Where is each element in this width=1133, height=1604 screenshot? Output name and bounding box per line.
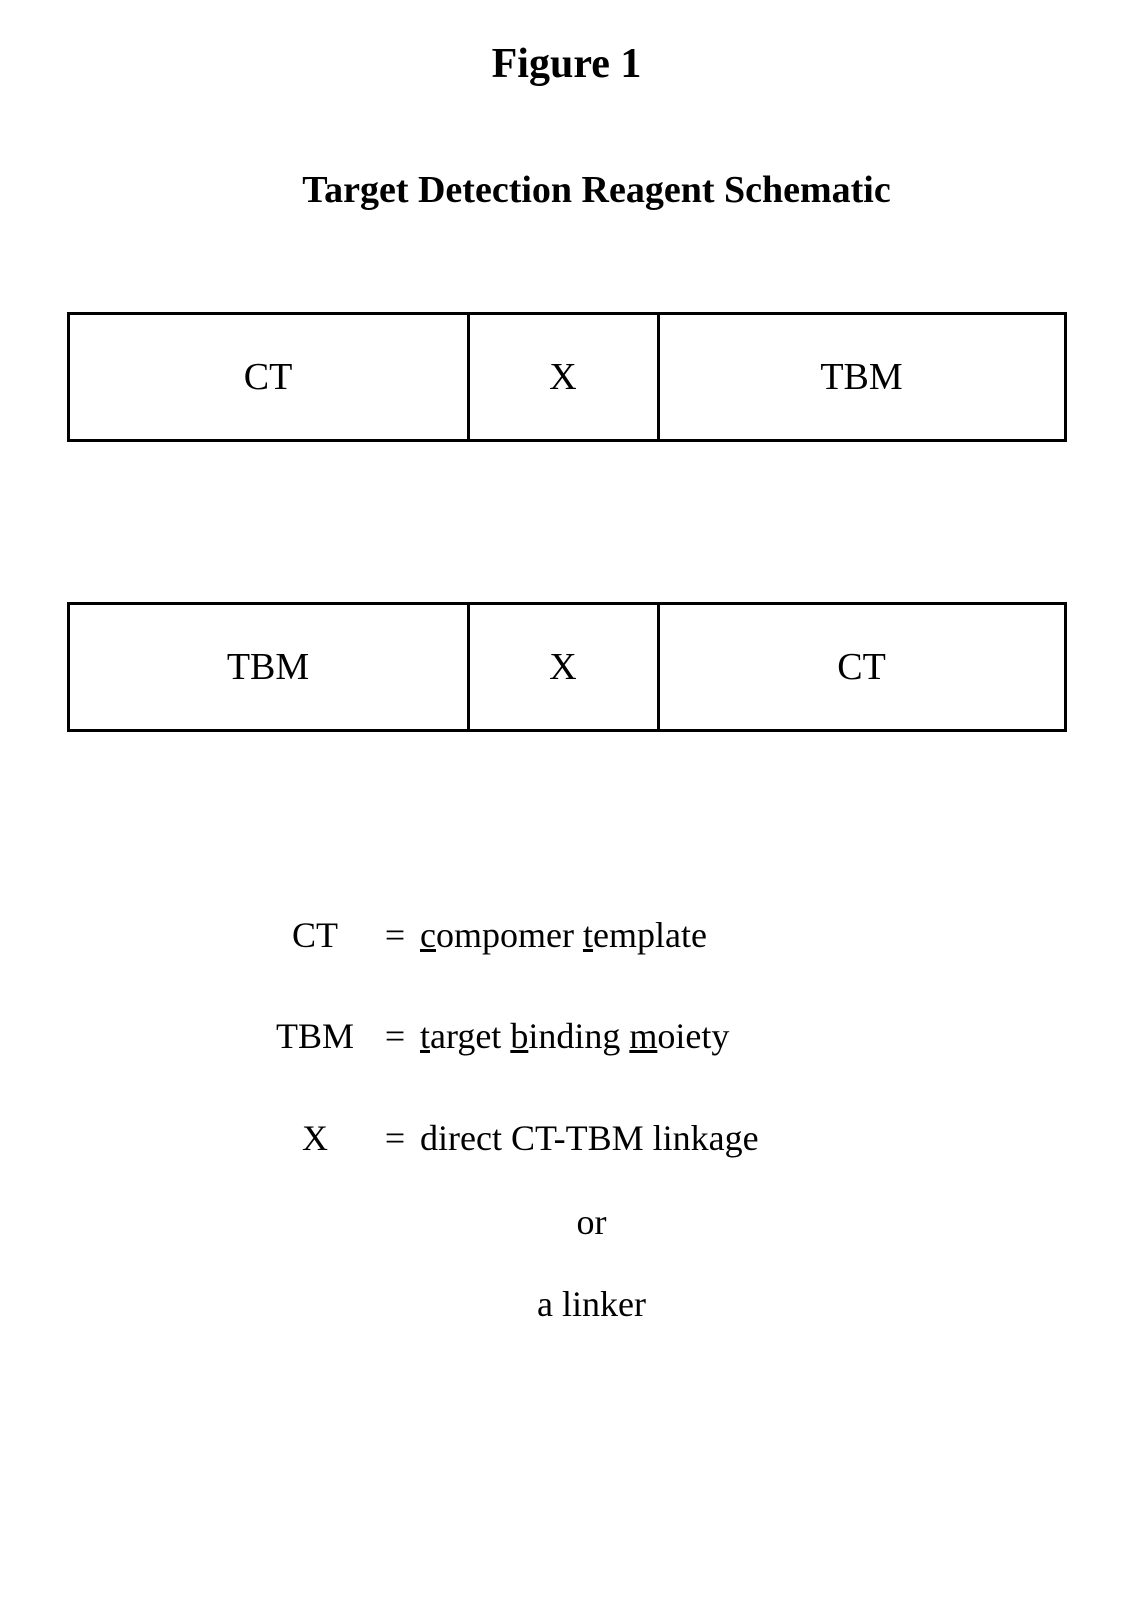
legend-def-x: direct CT-TBM linkage [420, 1095, 759, 1181]
schematic1-cell-ct: CT [70, 315, 470, 439]
schematic1-cell-tbm: TBM [660, 315, 1064, 439]
legend-section: CT = compomer template TBM = target bind… [60, 892, 1073, 1181]
legend-eq: = [370, 1095, 420, 1181]
legend-term-tbm: TBM [260, 993, 370, 1079]
schematic2-cell-ct: CT [660, 605, 1064, 729]
legend-def-tbm: target binding moiety [420, 993, 729, 1079]
legend-row-tbm: TBM = target binding moiety [260, 993, 1073, 1079]
legend-row-ct: CT = compomer template [260, 892, 1073, 978]
schematic2-cell-x: X [470, 605, 660, 729]
schematic2-cell-tbm: TBM [70, 605, 470, 729]
or-text: or [60, 1201, 1073, 1243]
legend-eq: = [370, 892, 420, 978]
legend-def-ct: compomer template [420, 892, 707, 978]
legend-row-x: X = direct CT-TBM linkage [260, 1095, 1073, 1181]
linker-text: a linker [60, 1283, 1073, 1325]
figure-subtitle: Target Detection Reagent Schematic [60, 168, 1073, 212]
legend-term-ct: CT [260, 892, 370, 978]
schematic1-cell-x: X [470, 315, 660, 439]
schematic-box-2: TBM X CT [67, 602, 1067, 732]
legend-term-x: X [260, 1095, 370, 1181]
legend-eq: = [370, 993, 420, 1079]
schematic-box-1: CT X TBM [67, 312, 1067, 442]
figure-title: Figure 1 [60, 40, 1073, 88]
